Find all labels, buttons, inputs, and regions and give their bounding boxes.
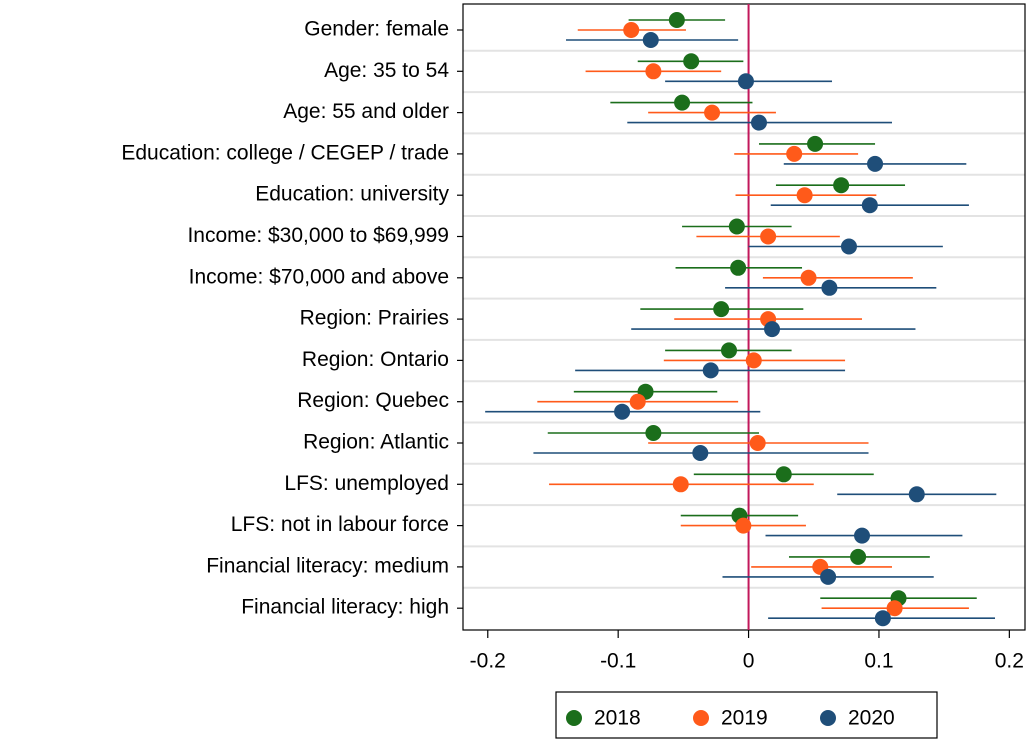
y-tick-label: Gender: female	[304, 18, 449, 41]
y-tick-label: Education: college / CEGEP / trade	[121, 141, 449, 164]
legend-label: 2019	[721, 707, 768, 730]
legend-label: 2020	[848, 707, 895, 730]
point	[683, 53, 700, 70]
y-tick-label: Region: Atlantic	[303, 431, 449, 454]
point	[833, 177, 850, 194]
point	[840, 238, 857, 255]
point	[796, 187, 813, 204]
y-tick-label: LFS: not in labour force	[231, 513, 449, 536]
y-tick-label: LFS: unemployed	[284, 472, 449, 495]
legend-marker	[693, 710, 709, 726]
point	[874, 610, 891, 627]
point	[908, 486, 925, 503]
y-tick-label: Region: Quebec	[297, 389, 449, 412]
point	[702, 362, 719, 379]
point	[668, 12, 685, 28]
point	[629, 393, 646, 410]
point	[623, 22, 640, 38]
point	[775, 466, 792, 483]
point	[749, 435, 766, 451]
point	[745, 352, 762, 369]
point	[821, 279, 838, 296]
y-tick-label: Region: Prairies	[300, 307, 449, 330]
y-tick-label: Income: $70,000 and above	[189, 265, 449, 288]
point	[672, 476, 689, 493]
point	[854, 527, 871, 544]
point	[730, 259, 747, 276]
y-tick-label: Age: 35 to 54	[324, 59, 449, 82]
y-tick-label: Region: Ontario	[302, 348, 449, 371]
point	[820, 568, 837, 585]
legend-label: 2018	[594, 707, 641, 730]
point	[760, 228, 777, 245]
point	[886, 600, 903, 617]
point	[614, 403, 631, 420]
x-tick-label: -0.1	[600, 650, 636, 673]
point	[674, 94, 691, 111]
point	[692, 445, 709, 461]
x-tick-label: -0.2	[470, 650, 506, 673]
y-tick-label: Age: 55 and older	[283, 100, 449, 123]
point	[750, 114, 767, 131]
point	[850, 548, 867, 565]
x-tick-label: 0.1	[864, 650, 893, 673]
point	[764, 321, 781, 338]
point	[735, 517, 752, 534]
legend-box	[555, 691, 938, 739]
y-tick-label: Financial literacy: medium	[206, 554, 449, 577]
point	[728, 218, 745, 235]
point	[861, 197, 878, 214]
x-tick-label: 0.2	[995, 650, 1024, 673]
plot-frame	[462, 3, 1026, 631]
point	[807, 135, 824, 152]
point	[645, 63, 662, 80]
point	[867, 155, 884, 172]
y-tick-label: Education: university	[255, 183, 449, 206]
y-tick-label: Financial literacy: high	[241, 596, 449, 619]
legend-marker	[566, 710, 582, 726]
point	[721, 342, 738, 359]
point	[645, 425, 662, 441]
x-tick-label: 0	[743, 650, 755, 673]
point	[737, 73, 754, 90]
point	[786, 145, 803, 162]
legend-marker	[820, 710, 836, 726]
point	[800, 269, 817, 286]
y-tick-label: Income: $30,000 to $69,999	[187, 224, 449, 247]
point	[642, 32, 659, 48]
point	[704, 104, 721, 121]
point	[713, 301, 730, 318]
